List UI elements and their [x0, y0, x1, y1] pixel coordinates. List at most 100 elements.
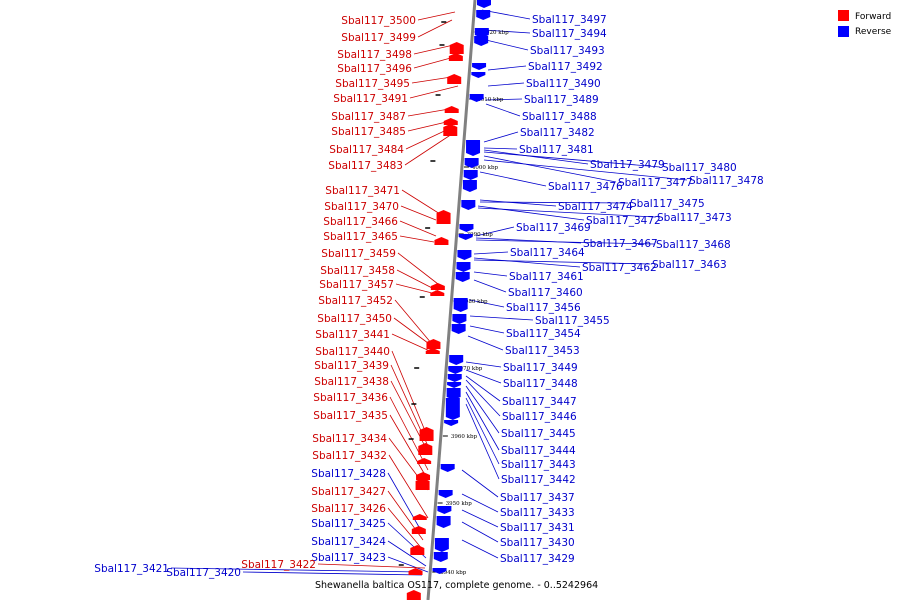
leader-line	[469, 325, 505, 334]
reverse-gene-arrow	[458, 234, 473, 240]
forward-gene-arrow	[408, 568, 423, 575]
forward-gene-arrow	[417, 458, 432, 464]
kbp-tick-label: 3960 kbp	[451, 434, 478, 440]
reverse-gene-arrow	[456, 262, 471, 272]
leader-line	[473, 257, 581, 268]
gene-label-sbal117-3497: Sbal117_3497	[532, 14, 607, 26]
gene-label-sbal117-3491: Sbal117_3491	[333, 93, 408, 105]
gene-label-sbal117-3441: Sbal117_3441	[315, 329, 390, 341]
gene-label-sbal117-3490: Sbal117_3490	[526, 78, 601, 90]
leader-line	[387, 556, 429, 573]
forward-gene-arrow	[430, 290, 445, 296]
gene-label-sbal117-3432: Sbal117_3432	[312, 450, 387, 462]
gene-label-sbal117-3479: Sbal117_3479	[590, 159, 665, 171]
leader-line	[477, 205, 585, 221]
leader-line	[401, 189, 441, 215]
leader-line	[473, 271, 508, 277]
leader-line	[397, 252, 439, 285]
gene-label-sbal117-3433: Sbal117_3433	[500, 507, 575, 519]
gene-label-sbal117-3458: Sbal117_3458	[320, 265, 395, 277]
gene-label-sbal117-3454: Sbal117_3454	[506, 328, 581, 340]
leader-line	[387, 507, 424, 551]
gene-label-sbal117-3477: Sbal117_3477	[618, 177, 693, 189]
leader-line	[465, 391, 500, 451]
leader-line	[475, 226, 515, 237]
forward-gene-arrow	[410, 545, 425, 555]
leader-line	[483, 155, 617, 183]
gene-label-sbal117-3469: Sbal117_3469	[516, 222, 591, 234]
gene-label-sbal117-3443: Sbal117_3443	[501, 459, 576, 471]
gene-label-sbal117-3475: Sbal117_3475	[630, 198, 705, 210]
reverse-gene-arrow	[464, 158, 479, 168]
leader-line	[483, 151, 661, 168]
gene-label-sbal117-3436: Sbal117_3436	[313, 392, 388, 404]
leader-line	[399, 220, 437, 237]
leader-line	[479, 171, 547, 187]
leader-line	[469, 299, 505, 308]
leader-line	[467, 335, 504, 351]
leader-line	[483, 29, 531, 34]
reverse-gene-arrow	[469, 94, 484, 102]
forward-gene-arrow	[411, 526, 426, 534]
reverse-gene-arrow	[462, 180, 477, 192]
leader-lines	[170, 9, 688, 576]
gene-label-sbal117-3472: Sbal117_3472	[586, 215, 661, 227]
leader-line	[483, 159, 688, 181]
reverse-gene-arrow	[461, 200, 476, 210]
leader-line	[391, 350, 429, 439]
gene-label-sbal117-3481: Sbal117_3481	[519, 144, 594, 156]
reverse-gene-arrow	[471, 72, 486, 78]
gene-label-sbal117-3439: Sbal117_3439	[314, 360, 389, 372]
gene-label-sbal117-3468: Sbal117_3468	[656, 239, 731, 251]
leader-line	[399, 235, 435, 243]
reverse-gene-arrow	[457, 250, 472, 260]
reverse-gene-arrow	[474, 28, 489, 38]
forward-gene-arrow	[436, 210, 451, 224]
gene-label-sbal117-3492: Sbal117_3492	[528, 61, 603, 73]
leader-line	[479, 201, 629, 204]
leader-line	[477, 207, 656, 218]
reverse-gene-arrow	[448, 366, 463, 374]
gene-label-sbal117-3466: Sbal117_3466	[323, 216, 398, 228]
kbp-tick-label: 3990 kbp	[467, 232, 494, 238]
reverse-gene-arrow	[459, 224, 474, 232]
gene-label-sbal117-3484: Sbal117_3484	[329, 144, 404, 156]
leader-line	[417, 19, 453, 38]
leader-line	[387, 540, 427, 567]
gene-label-sbal117-3452: Sbal117_3452	[318, 295, 393, 307]
gene-label-sbal117-3456: Sbal117_3456	[506, 302, 581, 314]
gene-label-sbal117-3421: Sbal117_3421	[94, 563, 169, 575]
leader-line	[483, 149, 589, 165]
gene-label-sbal117-3495: Sbal117_3495	[335, 78, 410, 90]
leader-line	[388, 454, 429, 519]
gene-label-sbal117-3422: Sbal117_3422	[241, 559, 316, 571]
gene-label-sbal117-3426: Sbal117_3426	[311, 503, 386, 515]
leader-line	[461, 539, 499, 559]
gene-label-sbal117-3473: Sbal117_3473	[657, 212, 732, 224]
leader-line	[395, 283, 437, 295]
leader-line	[473, 279, 507, 293]
leader-line	[242, 571, 423, 576]
gene-label-sbal117-3493: Sbal117_3493	[530, 45, 605, 57]
forward-gene-arrow	[447, 74, 462, 84]
leader-line	[473, 259, 651, 265]
leader-line	[396, 269, 437, 291]
gene-label-sbal117-3425: Sbal117_3425	[311, 518, 386, 530]
gene-label-sbal117-3496: Sbal117_3496	[337, 63, 412, 75]
forward-gene-arrow	[412, 514, 427, 520]
reverse-gene-arrow	[438, 490, 453, 498]
leader-line	[483, 147, 518, 150]
gene-label-sbal117-3460: Sbal117_3460	[508, 287, 583, 299]
gene-label-sbal117-3447: Sbal117_3447	[502, 396, 577, 408]
gene-label-sbal117-3446: Sbal117_3446	[502, 411, 577, 423]
reverse-gene-arrow	[472, 63, 487, 70]
legend-forward-swatch	[838, 10, 849, 21]
gene-label-sbal117-3457: Sbal117_3457	[319, 279, 394, 291]
gene-label-sbal117-3440: Sbal117_3440	[315, 346, 390, 358]
reverse-gene-arrow	[453, 298, 468, 312]
leader-line	[485, 98, 523, 101]
gene-label-sbal117-3471: Sbal117_3471	[325, 185, 400, 197]
leader-line	[404, 131, 456, 166]
leader-line	[461, 469, 499, 498]
